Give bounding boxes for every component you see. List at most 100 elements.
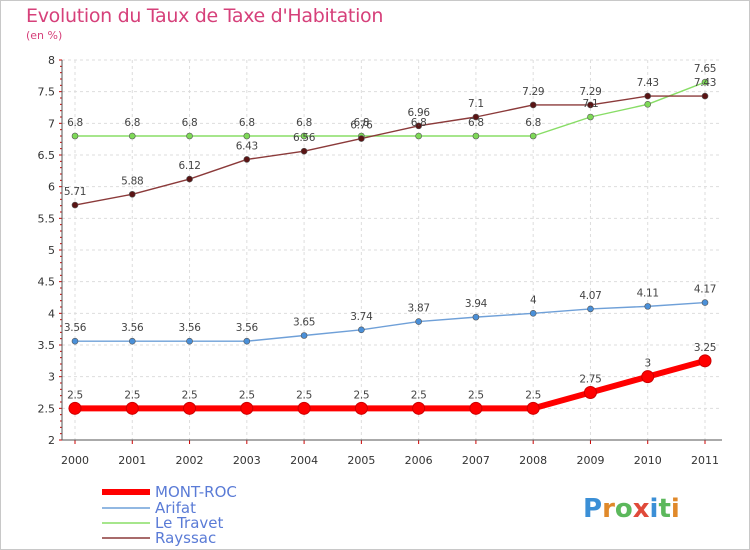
data-point (243, 337, 251, 345)
y-tick-label: 3.5 (38, 339, 56, 352)
x-tick-label: 2011 (691, 454, 719, 467)
data-point (71, 337, 79, 345)
x-tick-label: 2004 (290, 454, 318, 467)
data-point (529, 101, 537, 109)
series-line-arifat (75, 301, 706, 342)
x-tick-label: 2010 (634, 454, 662, 467)
y-tick-label: 5.5 (38, 212, 56, 225)
data-label: 2.5 (296, 389, 312, 401)
data-label: 6.8 (468, 117, 484, 129)
data-label: 4.17 (694, 284, 716, 296)
data-point (415, 132, 422, 140)
data-point (300, 332, 308, 339)
data-label: 2.5 (353, 389, 369, 401)
data-point (587, 305, 594, 313)
data-label: 3.56 (178, 322, 201, 334)
x-tick-label: 2009 (576, 454, 604, 467)
data-point (472, 313, 480, 321)
y-tick-label: 5 (48, 244, 55, 257)
data-point (243, 156, 251, 163)
data-label: 6.43 (236, 140, 258, 152)
data-point (469, 401, 483, 415)
data-label: 7.29 (579, 86, 601, 98)
data-point (128, 190, 136, 198)
data-label: 6.8 (525, 117, 541, 129)
logo-letter: o (615, 494, 633, 524)
data-point (644, 303, 652, 310)
data-point (641, 370, 655, 384)
y-tick-label: 4 (48, 307, 55, 320)
y-tick-label: 2 (48, 434, 55, 447)
legend-label: Rayssac (155, 529, 216, 547)
series-line-le-travet (75, 81, 706, 137)
data-label: 7.43 (637, 77, 659, 89)
logo-letter: r (602, 494, 615, 524)
data-point (68, 401, 82, 415)
data-label: 3.56 (64, 322, 87, 334)
data-point (186, 175, 193, 183)
data-point (644, 101, 652, 108)
data-label: 3.56 (121, 322, 144, 334)
data-label: 6.76 (350, 120, 373, 132)
data-label: 3.94 (465, 298, 488, 310)
data-point (472, 132, 480, 140)
y-tick-label: 4.5 (38, 276, 56, 289)
axes: 2 2.5 3 3.5 4 4.5 5 5.5 6 6.5 7 7.5 8 2000 2001 2002 200… (38, 54, 722, 467)
chart-title: Evolution du Taux de Taxe d'Habitation (26, 5, 384, 27)
data-label: 4.11 (637, 287, 659, 299)
data-point (701, 299, 709, 306)
legend-label: Le Travet (155, 514, 224, 532)
data-point (698, 354, 712, 368)
series-line-rayssac (74, 95, 705, 206)
x-tick-label: 2007 (462, 454, 490, 467)
data-label: 7.43 (694, 77, 716, 89)
data-point (300, 132, 308, 140)
data-point (644, 92, 652, 100)
data-point (240, 401, 254, 415)
x-tick-label: 2005 (347, 454, 375, 467)
data-label: 6.56 (293, 132, 316, 144)
data-point (415, 318, 422, 325)
logo-letter: i (650, 494, 659, 524)
data-point (587, 113, 594, 121)
data-label: 3.56 (236, 322, 259, 334)
y-tick-label: 6.5 (38, 149, 56, 162)
data-label: 2.5 (124, 389, 140, 401)
data-point (297, 401, 311, 415)
data-point (71, 201, 79, 209)
data-label: 5.88 (121, 175, 143, 187)
data-point (183, 401, 197, 415)
legend-label: Arifat (155, 499, 196, 517)
x-tick-label: 2001 (118, 454, 146, 467)
data-label: 3.74 (350, 311, 373, 323)
data-label: 3.25 (694, 342, 716, 354)
data-point (300, 147, 308, 155)
proxiti-logo: Proxiti (583, 494, 680, 524)
data-point (415, 122, 422, 130)
y-tick-label: 3 (48, 371, 55, 384)
data-point (529, 310, 537, 317)
logo-letter: i (671, 494, 680, 524)
x-tick-label: 2000 (61, 454, 89, 467)
data-label: 6.8 (296, 117, 312, 129)
data-point (529, 132, 537, 140)
legend-label: MONT-ROC (155, 483, 237, 501)
data-point (583, 386, 597, 399)
data-label: 7.65 (694, 63, 716, 75)
data-label: 2.5 (182, 389, 198, 401)
x-tick-label: 2002 (176, 454, 204, 467)
data-label: 6.8 (67, 117, 83, 129)
data-point (701, 78, 709, 86)
data-point (128, 337, 136, 345)
data-label: 2.5 (67, 389, 83, 401)
data-label: 2.5 (411, 389, 427, 401)
data-labels: 6.8 6.8 6.8 6.8 6.8 6.8 6.8 6.8 6.8 7.1 7.65 5.71 5.… (64, 63, 716, 401)
x-tick-label: 2008 (519, 454, 547, 467)
data-label: 2.75 (579, 374, 601, 386)
data-point (186, 337, 193, 345)
data-label: 5.71 (64, 186, 86, 198)
data-label: 4 (530, 294, 537, 306)
data-label: 4.07 (579, 290, 601, 302)
